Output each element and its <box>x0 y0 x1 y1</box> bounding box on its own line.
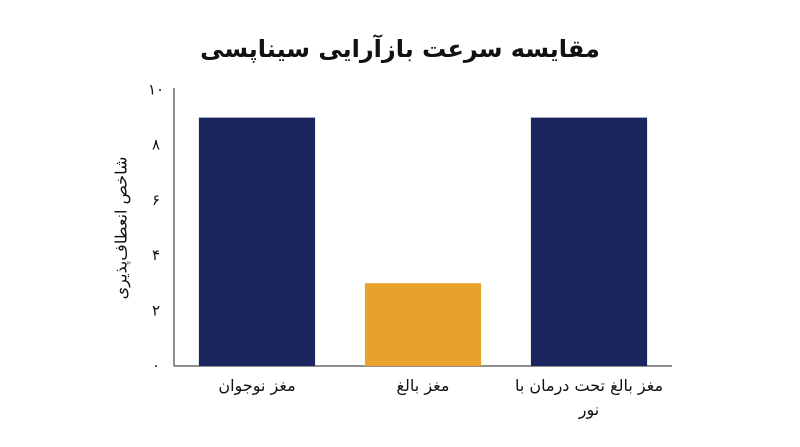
bar <box>364 283 482 366</box>
bar <box>530 117 648 366</box>
chart-title: مقایسه سرعت بازآرایی سیناپسی <box>200 34 600 63</box>
y-tick-label: ۰ <box>152 357 160 375</box>
y-tick-label: ۶ <box>152 191 160 209</box>
x-tick-label: مغز بالغ تحت درمان با نور <box>514 376 664 419</box>
bar <box>198 117 316 366</box>
y-tick-label: ۸ <box>152 136 160 154</box>
x-tick-label: مغز نوجوان <box>218 376 296 395</box>
y-tick-label: ۱۰ <box>148 81 164 99</box>
y-tick-label: ۲ <box>152 301 160 319</box>
y-axis-label: شاخص انعطاف‌پذیری <box>112 157 132 300</box>
x-tick-label: مغز بالغ <box>396 376 450 395</box>
y-tick-label: ۴ <box>152 246 160 264</box>
